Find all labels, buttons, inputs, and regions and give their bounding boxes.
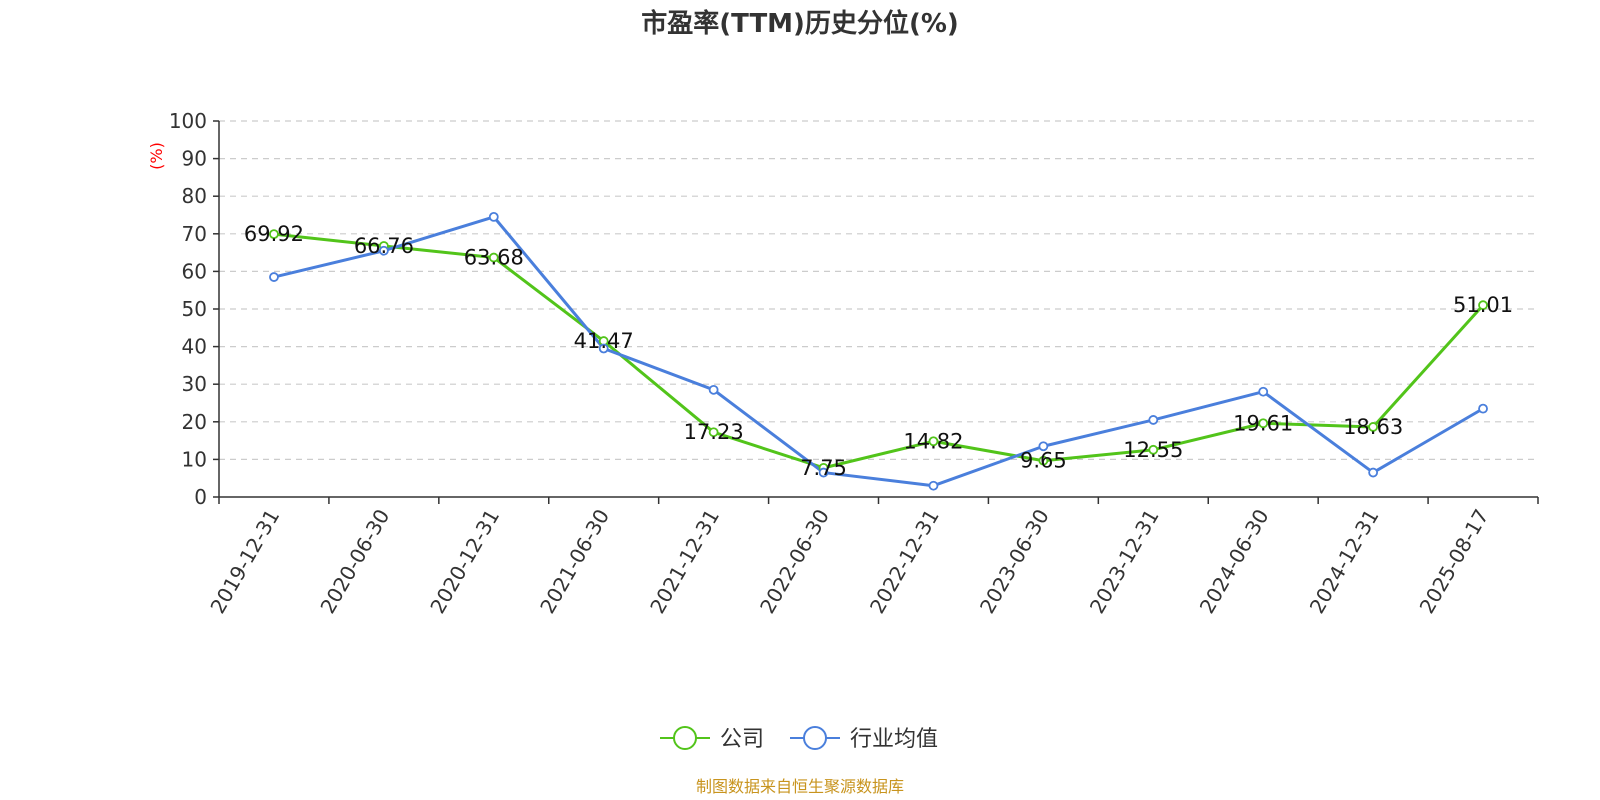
data-label: 18.63 xyxy=(1343,415,1403,439)
y-tick-label: 10 xyxy=(182,447,207,471)
data-label: 9.65 xyxy=(1020,449,1067,473)
data-point-industry-avg xyxy=(488,211,499,222)
data-label: 7.75 xyxy=(800,456,847,480)
data-label: 19.61 xyxy=(1233,411,1293,435)
y-tick-label: 40 xyxy=(182,335,207,359)
data-point-industry-avg xyxy=(378,245,389,256)
data-point-company xyxy=(928,436,939,447)
data-label: 66.76 xyxy=(354,234,414,258)
source-note: 制图数据来自恒生聚源数据库 xyxy=(696,777,904,796)
data-point-company xyxy=(1038,455,1049,466)
data-label: 14.82 xyxy=(903,429,963,453)
data-point-company xyxy=(1148,444,1159,455)
data-point-industry-avg xyxy=(598,343,609,354)
data-point-company xyxy=(1478,300,1488,311)
legend-label-company: 公司 xyxy=(720,727,764,752)
data-point-company xyxy=(708,427,719,438)
data-point-company xyxy=(1258,418,1269,429)
data-point-industry-avg xyxy=(1478,403,1488,414)
x-tick-label: 2023-06-30 xyxy=(975,505,1054,618)
x-tick-label: 2024-12-31 xyxy=(1305,505,1384,618)
data-point-company xyxy=(269,229,279,240)
data-label: 12.55 xyxy=(1123,438,1183,462)
x-tick-label: 2020-06-30 xyxy=(315,505,394,618)
y-tick-label: 0 xyxy=(194,485,207,509)
legend-marker xyxy=(803,726,827,750)
y-tick-label: 70 xyxy=(182,222,207,246)
x-tick-label: 2019-12-31 xyxy=(205,505,284,618)
x-tick-label: 2023-12-31 xyxy=(1085,505,1164,618)
y-tick-label: 90 xyxy=(182,147,207,171)
data-point-industry-avg xyxy=(708,384,719,395)
y-tick-label: 60 xyxy=(182,259,207,283)
data-label: 41.47 xyxy=(574,329,634,353)
x-tick-label: 2021-12-31 xyxy=(645,505,724,618)
data-point-company xyxy=(488,252,499,263)
y-tick-label: 20 xyxy=(182,410,207,434)
data-label: 63.68 xyxy=(464,246,524,270)
x-tick-label: 2025-08-17 xyxy=(1415,505,1494,618)
x-tick-label: 2022-06-30 xyxy=(755,505,834,618)
data-point-company xyxy=(1368,422,1379,432)
data-point-industry-avg xyxy=(1368,467,1379,478)
x-tick-label: 2022-12-31 xyxy=(865,505,944,618)
data-point-industry-avg xyxy=(269,272,279,282)
x-tick-label: 2020-12-31 xyxy=(425,505,504,618)
series-line-company xyxy=(273,232,1485,470)
y-tick-label: 100 xyxy=(169,109,207,133)
data-point-industry-avg xyxy=(928,480,939,491)
data-point-industry-avg xyxy=(1148,415,1159,425)
data-point-industry-avg xyxy=(1038,441,1049,452)
x-tick-label: 2024-06-30 xyxy=(1195,505,1274,618)
y-axis-label: (%) xyxy=(147,142,166,170)
legend-marker xyxy=(673,726,697,750)
data-label: 69.92 xyxy=(244,222,304,246)
y-tick-label: 30 xyxy=(182,372,207,396)
data-point-industry-avg xyxy=(818,467,829,478)
series-line-industry-avg xyxy=(273,215,1484,488)
data-label: 51.01 xyxy=(1453,293,1513,317)
chart-title: 市盈率(TTM)历史分位(%) xyxy=(641,8,959,39)
y-tick-label: 80 xyxy=(182,184,207,208)
data-point-industry-avg xyxy=(1258,386,1269,397)
x-tick-label: 2021-06-30 xyxy=(535,505,614,618)
data-label: 17.23 xyxy=(684,420,744,444)
y-tick-label: 50 xyxy=(182,297,207,321)
legend-label-industry-avg: 行业均值 xyxy=(850,727,938,752)
